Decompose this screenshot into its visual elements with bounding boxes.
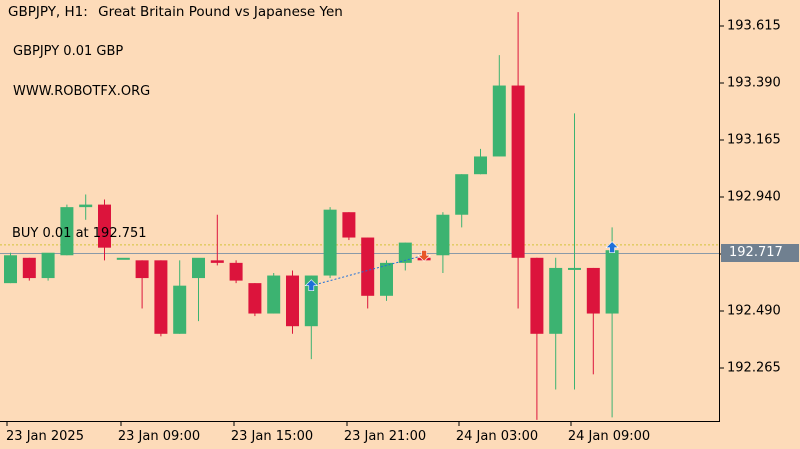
- candle-body: [530, 257, 544, 334]
- chart-header: GBPJPY, H1: Great Britain Pound vs Japan…: [8, 4, 343, 20]
- info-line-lot: GBPJPY 0.01 GBP: [13, 44, 124, 59]
- candle-body: [98, 204, 111, 248]
- candle: [605, 227, 619, 418]
- candle-body: [398, 242, 412, 263]
- candle: [492, 55, 506, 157]
- candle-body: [549, 267, 563, 334]
- candle-body: [455, 174, 469, 215]
- candle: [60, 204, 74, 256]
- candles: [4, 12, 619, 420]
- candle-body: [229, 262, 243, 281]
- buy-arrow-icon: [605, 241, 619, 253]
- candle: [436, 212, 450, 273]
- trade-entry-label: BUY 0.01 at 192.751: [12, 226, 147, 241]
- candle: [248, 283, 262, 317]
- candle: [41, 252, 55, 281]
- candle-body: [41, 252, 55, 279]
- candle: [455, 174, 469, 228]
- candle-body: [248, 283, 262, 314]
- candle-body: [173, 285, 187, 334]
- sell-arrow-icon: [417, 249, 431, 262]
- candle-body: [492, 85, 506, 157]
- candle: [173, 260, 187, 334]
- candle: [267, 273, 281, 314]
- candle: [530, 257, 544, 420]
- symbol-description: Great Britain Pound vs Japanese Yen: [98, 4, 343, 20]
- candle: [154, 260, 168, 337]
- candle-body: [154, 260, 168, 334]
- time-tick-label: 23 Jan 21:00: [343, 429, 427, 444]
- candle: [210, 214, 224, 266]
- price-tick-label: 192.940: [727, 189, 781, 205]
- candle-body: [436, 214, 450, 256]
- candle-body: [474, 156, 487, 175]
- candle-body: [60, 207, 74, 256]
- candle: [380, 260, 393, 301]
- candle-body: [4, 255, 17, 284]
- trade-markers: [304, 241, 619, 291]
- candle: [398, 242, 412, 271]
- time-tick-label: 23 Jan 09:00: [117, 429, 201, 444]
- candle: [4, 252, 17, 284]
- candle: [192, 257, 205, 322]
- symbol-timeframe: GBPJPY, H1:: [8, 4, 88, 20]
- time-tick-label: 23 Jan 2025: [6, 429, 84, 444]
- candle: [511, 12, 525, 309]
- info-line-site: WWW.ROBOTFX.ORG: [13, 84, 151, 99]
- candle: [549, 257, 563, 390]
- candle-body: [304, 275, 318, 327]
- candle-body: [116, 257, 130, 260]
- candle-body: [568, 267, 581, 270]
- candle: [586, 267, 600, 375]
- candle: [116, 257, 130, 260]
- candle-body: [22, 257, 36, 279]
- candle: [135, 260, 149, 309]
- candle-body: [605, 250, 619, 314]
- buy-arrow-icon: [304, 279, 319, 291]
- time-tick-label: 24 Jan 03:00: [455, 429, 539, 444]
- candle-body: [79, 204, 93, 208]
- candle-body: [267, 275, 281, 314]
- candle: [342, 212, 356, 241]
- candle-body: [192, 257, 205, 279]
- candle: [568, 113, 581, 390]
- candle-body: [323, 209, 337, 276]
- price-tick-label: 193.390: [727, 75, 781, 91]
- time-tick-label: 23 Jan 15:00: [230, 429, 314, 444]
- candle: [79, 194, 93, 220]
- candle: [98, 199, 111, 261]
- candle-body: [342, 212, 356, 238]
- candle: [361, 237, 375, 309]
- price-tick-label: 193.165: [727, 132, 781, 148]
- candle: [323, 207, 337, 279]
- candle-body: [286, 275, 299, 327]
- candle-body: [135, 260, 149, 279]
- candle: [22, 257, 36, 281]
- candle-body: [361, 237, 375, 296]
- current-price-label: 192.717: [721, 244, 799, 263]
- candle: [474, 148, 487, 175]
- candle-body: [586, 267, 600, 314]
- candle-body: [210, 260, 224, 263]
- candle: [286, 270, 299, 334]
- price-tick-label: 193.615: [727, 18, 781, 34]
- trade-connector-line: [311, 254, 425, 287]
- candle-body: [511, 85, 525, 258]
- candle-body: [380, 262, 393, 296]
- plot-area: [0, 244, 719, 254]
- price-tick-label: 192.490: [727, 303, 781, 319]
- candle: [229, 260, 243, 284]
- price-tick-label: 192.265: [727, 360, 781, 376]
- time-tick-label: 24 Jan 09:00: [567, 429, 651, 444]
